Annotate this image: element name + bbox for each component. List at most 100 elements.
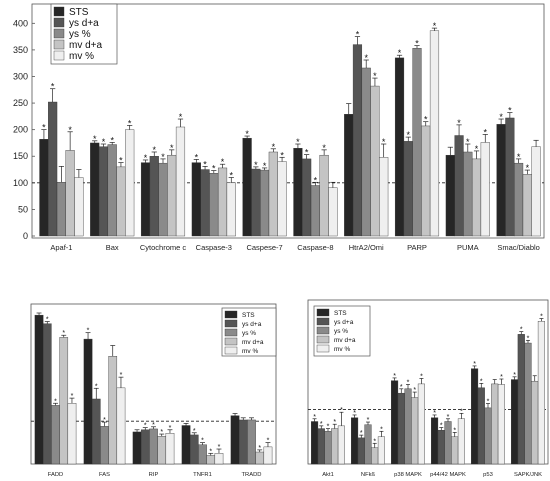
significance-star: * [267,438,270,445]
legend-swatch [53,28,65,39]
bar [157,435,167,465]
legend-label: mv % [242,348,258,355]
significance-star: * [415,39,419,49]
bar [132,431,142,465]
significance-star: * [353,410,356,417]
legend-swatch [316,344,330,353]
bar [497,384,505,465]
bar [90,142,100,237]
bar [457,418,465,465]
bar [51,405,60,465]
significance-star: * [201,438,204,445]
significance-star: * [433,21,437,31]
significance-star: * [254,160,258,170]
bar [403,141,413,237]
significance-star: * [51,82,55,92]
significance-star: * [313,414,316,421]
legend-label: mv d+a [334,337,356,344]
bar [411,397,419,465]
legend-label: ys % [69,29,91,40]
significance-star: * [513,372,516,379]
bar [107,144,117,237]
significance-star: * [500,374,503,381]
plot-frame [31,3,545,239]
significance-star: * [144,423,147,430]
category-label: Cytochrome c [140,243,187,252]
bar [255,451,265,465]
bar [67,403,77,465]
significance-star: * [102,137,106,147]
bar [480,142,490,237]
bar [140,162,151,237]
legend-swatch [224,337,238,346]
bar [454,135,464,237]
category-label: Caspase-3 [196,243,232,252]
legend-swatch [316,308,330,317]
bar [371,447,379,465]
bar [42,323,52,465]
bar [56,182,66,237]
bar [48,101,58,237]
significance-star: * [209,448,212,455]
significance-star: * [360,430,363,437]
bar [175,126,186,237]
category-label: Apaf-1 [50,243,72,252]
bar [496,124,506,237]
significance-star: * [280,150,284,160]
legend-swatch [53,17,65,28]
significance-star: * [68,125,72,135]
bar [397,392,405,465]
legend-swatch [316,317,330,326]
significance-star: * [160,429,163,436]
significance-star: * [473,361,476,368]
chart-1: 0 50 100 150 200 250 300 350 400 * * * Apaf-1 * * * * * Ba… [13,3,545,252]
bar [524,342,532,465]
bar [511,379,519,465]
significance-star: * [152,422,155,429]
bar [39,139,49,237]
bar [471,368,479,465]
bar [214,453,224,465]
significance-star: * [46,317,49,324]
bar [149,156,159,237]
legend-label: mv % [334,346,350,353]
significance-star: * [93,134,97,144]
significance-star: * [540,314,543,321]
bar [209,173,219,237]
significance-star: * [407,130,411,140]
bar [537,321,546,465]
significance-star: * [380,426,383,433]
bar [149,428,158,465]
significance-star: * [272,142,276,152]
bar [116,387,126,465]
category-label: Bax [106,243,119,252]
legend-label: mv % [69,51,94,62]
significance-star: * [466,137,470,147]
significance-star: * [203,159,207,169]
significance-star: * [314,175,318,185]
bar [140,429,150,465]
significance-star: * [480,378,483,385]
legend-label: ys % [334,328,348,335]
bar [522,174,532,237]
bar [351,417,359,465]
plot-frame [307,299,549,465]
bar [247,419,256,465]
bar [491,383,499,465]
legend-swatch [316,326,330,335]
legend-label: STS [69,7,89,18]
bar [361,67,371,237]
significance-star: * [373,438,376,445]
significance-star: * [144,153,148,163]
bar [417,383,425,465]
legend-swatch [224,310,238,319]
significance-star: * [169,425,172,432]
bar [431,417,439,465]
bar [310,185,320,237]
bar [100,426,109,465]
bar [379,157,389,237]
y-tick-label: 100 [13,178,28,188]
significance-star: * [420,373,423,380]
y-tick-label: 350 [13,45,28,55]
